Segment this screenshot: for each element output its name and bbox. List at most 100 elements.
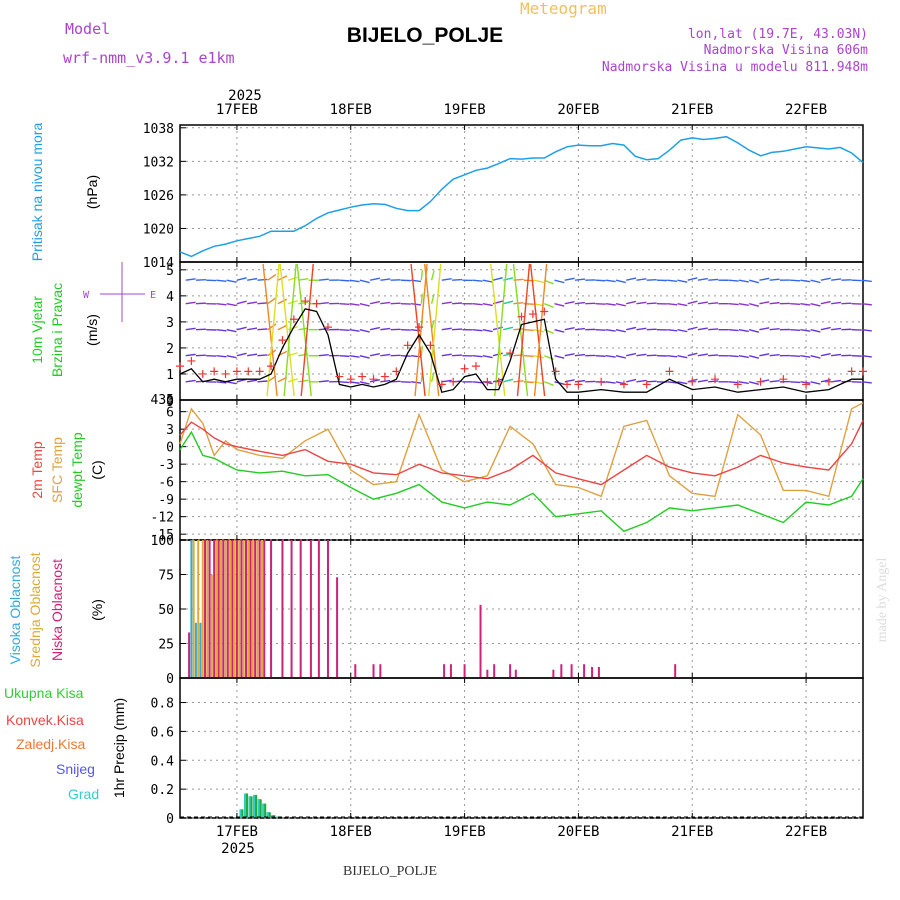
footer-station: BIJELO_POLJE [343, 864, 437, 879]
wind-arrow [430, 371, 435, 382]
wind-arrow [800, 355, 811, 358]
wind-gust-marker [346, 375, 355, 384]
low-cloud-bar [570, 664, 573, 677]
wind-arrow [831, 301, 842, 305]
bottom-date-label: 20FEB [557, 824, 599, 840]
wind-arrow [226, 302, 237, 307]
wind-gust-marker [597, 377, 606, 386]
wind-gust-marker [176, 362, 184, 371]
wind-gust-marker [711, 375, 720, 384]
precip-bar-grad [248, 796, 251, 817]
y-tick-label: 0 [166, 394, 174, 409]
wind-arrow [677, 329, 688, 333]
low-cloud-bar [299, 540, 302, 677]
wind-arrow [677, 279, 688, 283]
y-tick-label: 1020 [143, 222, 174, 237]
wind-arrow [636, 379, 647, 383]
wind-arrow [516, 263, 531, 397]
wind-arrow [554, 329, 565, 333]
compass-east-label: E [150, 290, 156, 301]
y-tick-label: 9 [166, 395, 174, 410]
wind-arrow [287, 276, 298, 281]
wind-arrow [574, 327, 586, 331]
low-cloud-bar [509, 664, 512, 677]
wind-arrow [492, 277, 503, 281]
wind-arrow [472, 279, 483, 282]
y-tick-label: 6 [166, 406, 174, 421]
temp-side-label-2: SFC Temp [49, 437, 65, 503]
pressure-unit-label: (hPa) [84, 175, 100, 209]
wind-arrow [369, 300, 381, 305]
wind-arrow [226, 381, 237, 385]
mid-cloud-bar [238, 540, 241, 677]
wind-arrow [697, 277, 708, 281]
low-cloud-bar [309, 540, 312, 677]
y-tick-label: 0 [166, 672, 174, 687]
wind-arrow [861, 329, 872, 332]
low-cloud-bar [258, 540, 261, 677]
wind-arrow [554, 355, 565, 359]
wind-arrow [300, 263, 314, 397]
wind-unit-label: (m/s) [84, 314, 100, 346]
wind-arrow [790, 279, 801, 282]
temp-dewpt-line [179, 430, 864, 533]
wind-arrow [441, 353, 452, 357]
wind-arrow [482, 329, 493, 333]
y-tick-label: -6 [158, 476, 174, 491]
wind-gust-marker [369, 375, 378, 384]
wind-arrow [831, 353, 842, 357]
low-cloud-bar [231, 540, 234, 677]
mid-cloud-bar [192, 540, 195, 677]
low-cloud-bar [486, 669, 489, 677]
wind-arrow [318, 354, 329, 357]
y-tick-label: 1038 [143, 122, 174, 137]
wind-arrow [728, 279, 739, 282]
wind-arrow [687, 277, 698, 281]
wind-arrow [339, 279, 350, 282]
wind-arrow [523, 328, 534, 331]
pressure-side-label: Pritisak na nivou mora [29, 123, 45, 262]
wind-arrow [369, 326, 381, 331]
wind-arrow [574, 278, 586, 281]
wind-arrow [226, 279, 237, 283]
low-cloud-bar [240, 540, 243, 677]
wind-arrow [247, 301, 258, 305]
mid-cloud-bar [251, 540, 254, 677]
wind-arrow [636, 278, 647, 281]
wind-arrow [728, 329, 739, 332]
low-cloud-bar [235, 540, 238, 677]
wind-arrow [667, 279, 678, 283]
wind-arrow [452, 278, 463, 281]
temp-unit-label: (C) [89, 460, 105, 479]
wind-arrow [574, 301, 586, 305]
top-year-label: 2025 [228, 88, 262, 104]
precip-bar-grad [257, 799, 260, 817]
low-cloud-bar [583, 664, 586, 677]
wind-arrow [359, 279, 370, 284]
wind-arrow [267, 349, 277, 357]
wind-arrow [605, 302, 616, 306]
wind-gust-marker [642, 380, 651, 389]
low-cloud-bar [254, 540, 257, 677]
wind-arrow [564, 301, 575, 305]
wind-arrow [349, 279, 360, 283]
wind-gust-marker [244, 367, 253, 376]
low-cloud-bar [217, 540, 220, 677]
wind-arrow [513, 328, 524, 331]
wind-arrow [257, 354, 268, 357]
low-cloud-bar [463, 664, 466, 677]
wind-arrow [529, 263, 546, 397]
wind-arrow [626, 300, 637, 305]
wind-arrow [533, 279, 544, 284]
panel-frame [179, 124, 864, 263]
precip-bar-grad [266, 812, 269, 817]
wind-gust-marker [506, 349, 515, 358]
wind-arrow [318, 278, 329, 281]
y-tick-label: 100 [151, 534, 174, 549]
wind-arrow [257, 328, 268, 331]
wind-arrow [441, 278, 452, 281]
wind-arrow [472, 381, 483, 384]
wind-arrow [646, 380, 657, 383]
wind-arrow [544, 279, 554, 285]
wind-arrow [257, 380, 268, 383]
